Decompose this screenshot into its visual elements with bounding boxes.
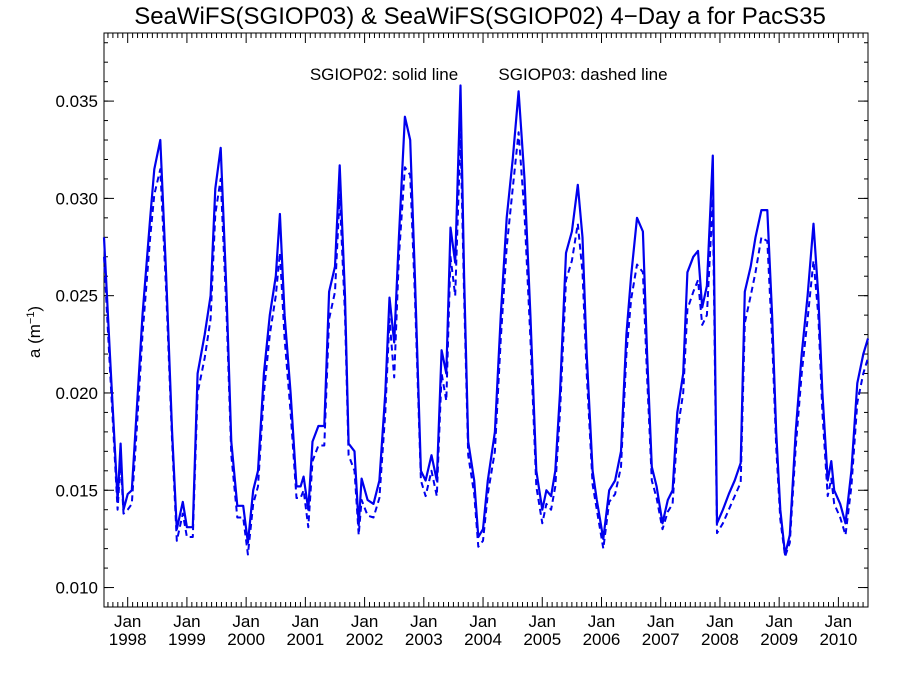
x-tick-year: 2009 (760, 630, 798, 649)
plot-frame (103, 32, 869, 608)
y-axis-label-main: a (m (25, 324, 44, 358)
y-tick-label: 0.010 (55, 579, 98, 598)
x-tick-month: Jan (469, 612, 496, 631)
y-axis-label: a (m−1) (25, 306, 44, 358)
x-tick-year: 2005 (523, 630, 561, 649)
x-tick-month: Jan (351, 612, 378, 631)
y-tick-label: 0.015 (55, 481, 98, 500)
x-tick-month: Jan (292, 612, 319, 631)
x-tick-month: Jan (232, 612, 259, 631)
annotation-dashed: SGIOP03: dashed line (498, 65, 667, 84)
series-line-sgiop03 (103, 131, 869, 558)
x-tick-month: Jan (588, 612, 615, 631)
chart-title: SeaWiFS(SGIOP03) & SeaWiFS(SGIOP02) 4−Da… (134, 3, 826, 30)
y-tick-label: 0.025 (55, 287, 98, 306)
x-tick-month: Jan (529, 612, 556, 631)
x-tick-month: Jan (765, 612, 792, 631)
x-tick-year: 2007 (642, 630, 680, 649)
y-axis: 0.010 0.015 0.020 0.025 0.030 0.035 (55, 42, 868, 608)
x-tick-month: Jan (647, 612, 674, 631)
y-tick-label: 0.035 (55, 92, 98, 111)
x-tick-year: 2008 (701, 630, 739, 649)
x-tick-month: Jan (706, 612, 733, 631)
x-tick-year: 2010 (819, 630, 857, 649)
x-tick-year: 2000 (227, 630, 265, 649)
y-axis-label-end: ) (25, 306, 44, 312)
x-tick-month: Jan (825, 612, 852, 631)
x-tick-year: 2002 (346, 630, 384, 649)
x-tick-month: Jan (173, 612, 200, 631)
x-tick-month: Jan (114, 612, 141, 631)
y-axis-label-sup: −1 (25, 312, 37, 325)
x-tick-year: 2001 (286, 630, 324, 649)
series-line-sgiop02 (102, 84, 870, 556)
y-tick-label: 0.030 (55, 189, 98, 208)
x-tick-year: 1999 (168, 630, 206, 649)
series-layer (102, 84, 870, 558)
x-tick-year: 2004 (464, 630, 502, 649)
x-tick-year: 1998 (109, 630, 147, 649)
x-axis: Jan1998Jan1999Jan2000Jan2001Jan2002Jan20… (107, 33, 869, 649)
x-tick-month: Jan (410, 612, 437, 631)
y-tick-label: 0.020 (55, 384, 98, 403)
x-tick-year: 2006 (583, 630, 621, 649)
x-tick-year: 2003 (405, 630, 443, 649)
annotation-solid: SGIOP02: solid line (310, 65, 458, 84)
